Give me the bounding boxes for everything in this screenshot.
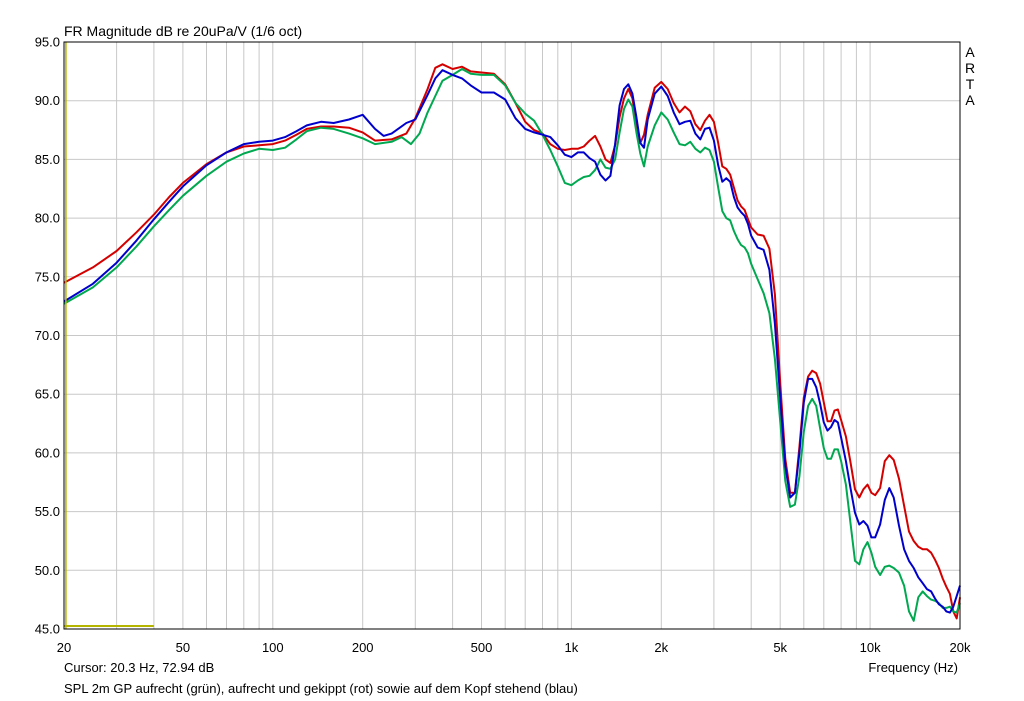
- y-tick-label: 65.0: [35, 387, 60, 402]
- y-axis-ticks: 95.0 90.0 85.0 80.0 75.0 70.0 65.0 60.0 55.0 50.0…: [35, 35, 60, 637]
- x-axis-label: Frequency (Hz): [868, 660, 958, 675]
- plot-frame: [63, 41, 961, 630]
- x-tick-label: 50: [176, 640, 190, 655]
- y-tick-label: 70.0: [35, 328, 60, 343]
- y-tick-label: 85.0: [35, 152, 60, 167]
- watermark-letter: A: [965, 44, 975, 60]
- y-tick-label: 75.0: [35, 269, 60, 284]
- y-tick-label: 95.0: [35, 35, 60, 50]
- x-tick-label: 2k: [654, 640, 668, 655]
- measurement-description: SPL 2m GP aufrecht (grün), aufrecht und …: [64, 681, 578, 696]
- x-tick-label: 10k: [860, 640, 881, 655]
- series-line-0: [63, 63, 961, 620]
- x-tick-label: 20: [57, 640, 71, 655]
- series-line-2: [63, 69, 961, 614]
- x-tick-label: 500: [471, 640, 493, 655]
- y-tick-label: 90.0: [35, 93, 60, 108]
- y-tick-label: 45.0: [35, 622, 60, 637]
- watermark-letter: R: [965, 60, 975, 76]
- watermark-letter: T: [966, 76, 975, 92]
- y-tick-label: 80.0: [35, 211, 60, 226]
- watermark-letter: A: [965, 92, 975, 108]
- series-group: [63, 63, 961, 622]
- grid-lines: [64, 42, 960, 629]
- cursor-group: [64, 42, 154, 629]
- series-line-1: [63, 68, 961, 622]
- y-tick-label: 55.0: [35, 504, 60, 519]
- x-tick-label: 5k: [773, 640, 787, 655]
- x-axis-ticks: 20 50 100 200 500 1k 2k 5k 10k 20k: [57, 640, 971, 655]
- x-tick-label: 1k: [565, 640, 579, 655]
- x-tick-label: 20k: [950, 640, 971, 655]
- x-tick-label: 200: [352, 640, 374, 655]
- y-tick-label: 50.0: [35, 563, 60, 578]
- x-tick-label: 100: [262, 640, 284, 655]
- y-tick-label: 60.0: [35, 445, 60, 460]
- cursor-readout: Cursor: 20.3 Hz, 72.94 dB: [64, 660, 214, 675]
- chart-title: FR Magnitude dB re 20uPa/V (1/6 oct): [64, 23, 302, 39]
